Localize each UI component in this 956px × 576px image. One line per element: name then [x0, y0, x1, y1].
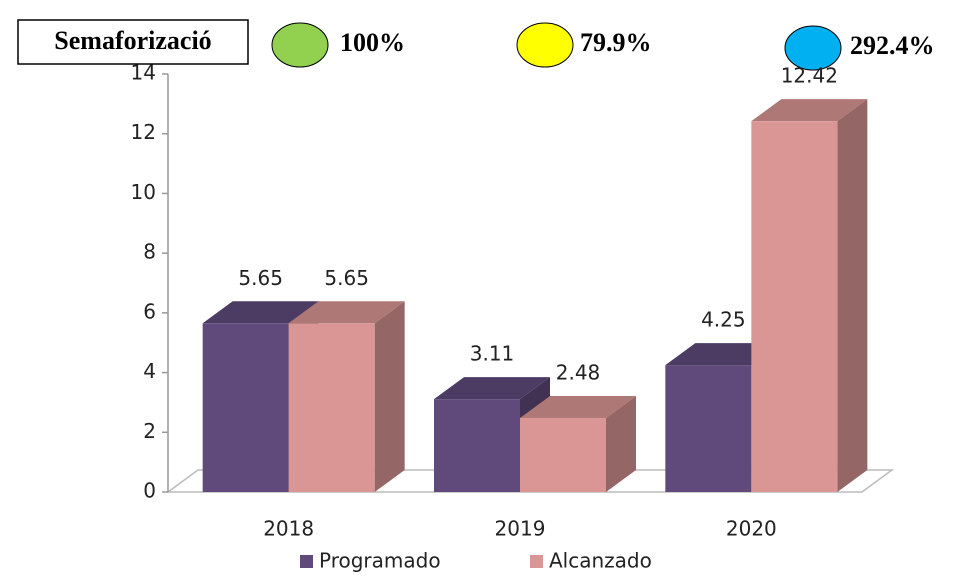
y-tick-label: 2: [143, 419, 156, 443]
bar-side: [606, 395, 636, 492]
bar: [665, 365, 752, 492]
bar-side: [837, 99, 868, 492]
data-label: 2.48: [556, 360, 601, 384]
legend-label: Alcanzado: [549, 549, 652, 573]
bar: [520, 417, 606, 492]
semaforo-light: [784, 25, 842, 71]
data-label: 4.25: [701, 308, 746, 332]
y-tick-label: 6: [143, 299, 156, 323]
semaforo-label: Semaforizació: [54, 26, 211, 55]
x-tick-label: 2018: [263, 517, 314, 541]
semaforo-box: [17, 19, 249, 65]
bar-top: [434, 377, 550, 400]
y-tick-label: 8: [143, 240, 156, 264]
legend-swatch: [300, 555, 313, 568]
bar: [751, 121, 838, 492]
data-label: 5.65: [324, 266, 369, 290]
data-label: 12.42: [781, 64, 838, 88]
bar-top: [751, 99, 868, 122]
bar-side: [374, 301, 405, 492]
bar-top: [520, 395, 636, 418]
semaforo-value: 100%: [340, 28, 405, 57]
data-label: 5.65: [238, 266, 283, 290]
y-tick-label: 4: [143, 359, 156, 383]
semaforo-value: 292.4%: [850, 31, 935, 60]
bar-top: [288, 301, 405, 324]
bar: [288, 323, 375, 492]
y-tick-label: 14: [131, 61, 156, 85]
y-tick-label: 10: [131, 180, 156, 204]
bar: [434, 399, 520, 492]
data-label: 3.11: [470, 342, 515, 366]
x-tick-label: 2020: [726, 517, 777, 541]
semaforo-light: [271, 22, 329, 68]
y-tick-label: 12: [131, 120, 156, 144]
bar-top: [202, 301, 319, 324]
legend-swatch: [530, 555, 543, 568]
y-tick-label: 0: [143, 479, 156, 503]
legend-label: Programado: [319, 549, 441, 573]
bar: [202, 323, 289, 492]
semaforo-light: [516, 22, 574, 68]
x-tick-label: 2019: [495, 517, 546, 541]
semaforo-value: 79.9%: [580, 28, 652, 57]
